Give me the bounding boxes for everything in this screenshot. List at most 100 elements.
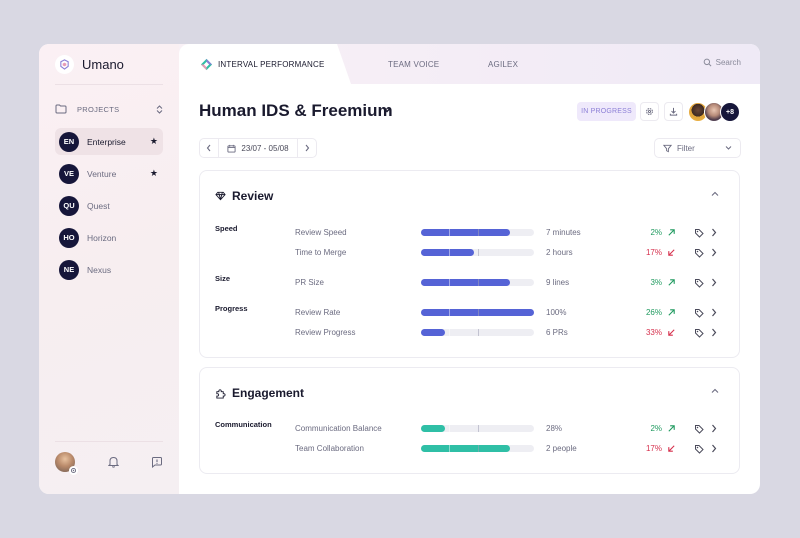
group-label-size: Size — [215, 274, 231, 283]
metric-change: 33% — [645, 328, 662, 337]
date-range-label: 23/07 - 05/08 — [241, 143, 289, 153]
progress-bar-tick — [477, 445, 479, 452]
tag-icon[interactable] — [694, 308, 704, 318]
sidebar: Umano PROJECTS EN Enterprise ★ VE Ventur… — [39, 44, 179, 494]
chevron-up-icon[interactable] — [711, 191, 719, 197]
chevron-right-icon[interactable] — [711, 424, 717, 433]
project-badge: HO — [59, 227, 79, 248]
chevron-right-icon — [305, 144, 310, 152]
metric-name: Communication Balance — [295, 424, 382, 433]
progress-bar-tick — [449, 249, 451, 256]
chevron-right-icon[interactable] — [711, 248, 717, 257]
progress-bar-fill — [421, 425, 445, 432]
download-icon — [669, 107, 678, 116]
sidebar-item-nexus[interactable]: NE Nexus — [55, 256, 163, 283]
card-title: Engagement — [232, 386, 305, 400]
status-badge: IN PROGRESS — [577, 102, 636, 121]
chevron-right-icon[interactable] — [711, 228, 717, 237]
filter-dropdown[interactable]: Filter — [654, 138, 741, 158]
logo-icon — [55, 55, 74, 74]
chevron-up-icon[interactable] — [711, 388, 719, 394]
star-icon[interactable]: ★ — [149, 136, 158, 146]
group-label-communication: Communication — [215, 420, 272, 429]
arrow-up-right-icon — [668, 229, 675, 236]
tag-icon[interactable] — [694, 248, 704, 258]
tab-agilex[interactable]: AGILEX — [488, 60, 519, 69]
metric-name: Time to Merge — [295, 248, 347, 257]
progress-bar — [421, 445, 534, 452]
star-icon[interactable]: ★ — [149, 168, 158, 178]
metric-change: 2% — [650, 424, 662, 433]
arrow-down-left-icon — [668, 249, 675, 256]
metric-name: Team Collaboration — [295, 444, 364, 453]
tab-label: INTERVAL PERFORMANCE — [218, 60, 325, 69]
settings-button[interactable] — [640, 102, 659, 121]
metric-change: 17% — [645, 444, 662, 453]
metric-name: Review Speed — [295, 228, 347, 237]
settings-icon[interactable] — [69, 466, 78, 475]
card-header: Engagement — [215, 386, 304, 400]
tab-bar: INTERVAL PERFORMANCE TEAM VOICE AGILEX S… — [179, 44, 760, 84]
progress-bar — [421, 229, 534, 236]
progress-bar — [421, 309, 534, 316]
chevron-left-icon — [206, 144, 211, 152]
diamond-logo-icon — [200, 58, 213, 71]
sidebar-footer — [55, 452, 163, 475]
chevron-right-icon[interactable] — [711, 444, 717, 453]
more-avatars-badge[interactable]: +8 — [720, 102, 740, 122]
project-badge: NE — [59, 259, 79, 280]
search-input[interactable]: Search — [703, 58, 741, 67]
arrow-down-left-icon — [668, 445, 675, 452]
sidebar-item-venture[interactable]: VE Venture ★ — [55, 160, 163, 187]
date-range-field[interactable]: 23/07 - 05/08 — [219, 138, 297, 158]
tab-team-voice[interactable]: TEAM VOICE — [388, 60, 440, 69]
metric-value: 6 PRs — [546, 328, 568, 337]
progress-bar-fill — [421, 229, 511, 236]
date-prev-button[interactable] — [199, 138, 219, 158]
sidebar-item-quest[interactable]: QU Quest — [55, 192, 163, 219]
card-title: Review — [232, 189, 274, 203]
download-button[interactable] — [664, 102, 683, 121]
projects-selector[interactable]: PROJECTS — [55, 99, 163, 119]
app-logo[interactable]: Umano — [55, 55, 124, 74]
metric-change: 17% — [645, 248, 662, 257]
progress-bar — [421, 425, 534, 432]
bell-icon[interactable] — [107, 456, 119, 468]
progress-bar-tick — [449, 229, 451, 236]
tab-interval-performance[interactable]: INTERVAL PERFORMANCE — [179, 44, 351, 84]
filter-label: Filter — [677, 143, 695, 153]
review-card: Review Speed Size Progress Review Speed 7… — [199, 170, 740, 358]
sidebar-item-horizon[interactable]: HO Horizon — [55, 224, 163, 251]
arrow-up-right-icon — [668, 425, 675, 432]
sidebar-item-enterprise[interactable]: EN Enterprise ★ — [55, 128, 163, 155]
arrow-up-right-icon — [668, 279, 675, 286]
feedback-icon[interactable] — [151, 456, 163, 468]
gear-icon — [646, 108, 653, 115]
chevron-right-icon[interactable] — [711, 308, 717, 317]
tag-icon[interactable] — [694, 444, 704, 454]
progress-bar-tick — [477, 309, 479, 316]
tag-icon[interactable] — [694, 424, 704, 434]
progress-bar-fill — [421, 279, 511, 286]
project-badge: QU — [59, 195, 79, 216]
tag-icon[interactable] — [694, 228, 704, 238]
tag-icon[interactable] — [694, 278, 704, 288]
progress-bar-tick — [477, 329, 479, 336]
sidebar-item-label: Venture — [87, 168, 117, 179]
user-avatar[interactable] — [55, 452, 78, 475]
chevron-down-icon[interactable] — [382, 105, 392, 115]
tag-icon[interactable] — [694, 328, 704, 338]
chevron-right-icon[interactable] — [711, 278, 717, 287]
metric-value: 100% — [546, 308, 567, 317]
project-badge: VE — [59, 163, 79, 184]
card-header: Review — [215, 189, 273, 203]
progress-bar — [421, 249, 534, 256]
arrow-down-left-icon — [668, 329, 675, 336]
chevron-down-icon — [725, 146, 732, 150]
progress-bar-tick — [449, 329, 451, 336]
arrow-up-right-icon — [668, 309, 675, 316]
metric-change: 26% — [645, 308, 662, 317]
date-next-button[interactable] — [297, 138, 317, 158]
diamond-icon — [215, 191, 226, 201]
chevron-right-icon[interactable] — [711, 328, 717, 337]
